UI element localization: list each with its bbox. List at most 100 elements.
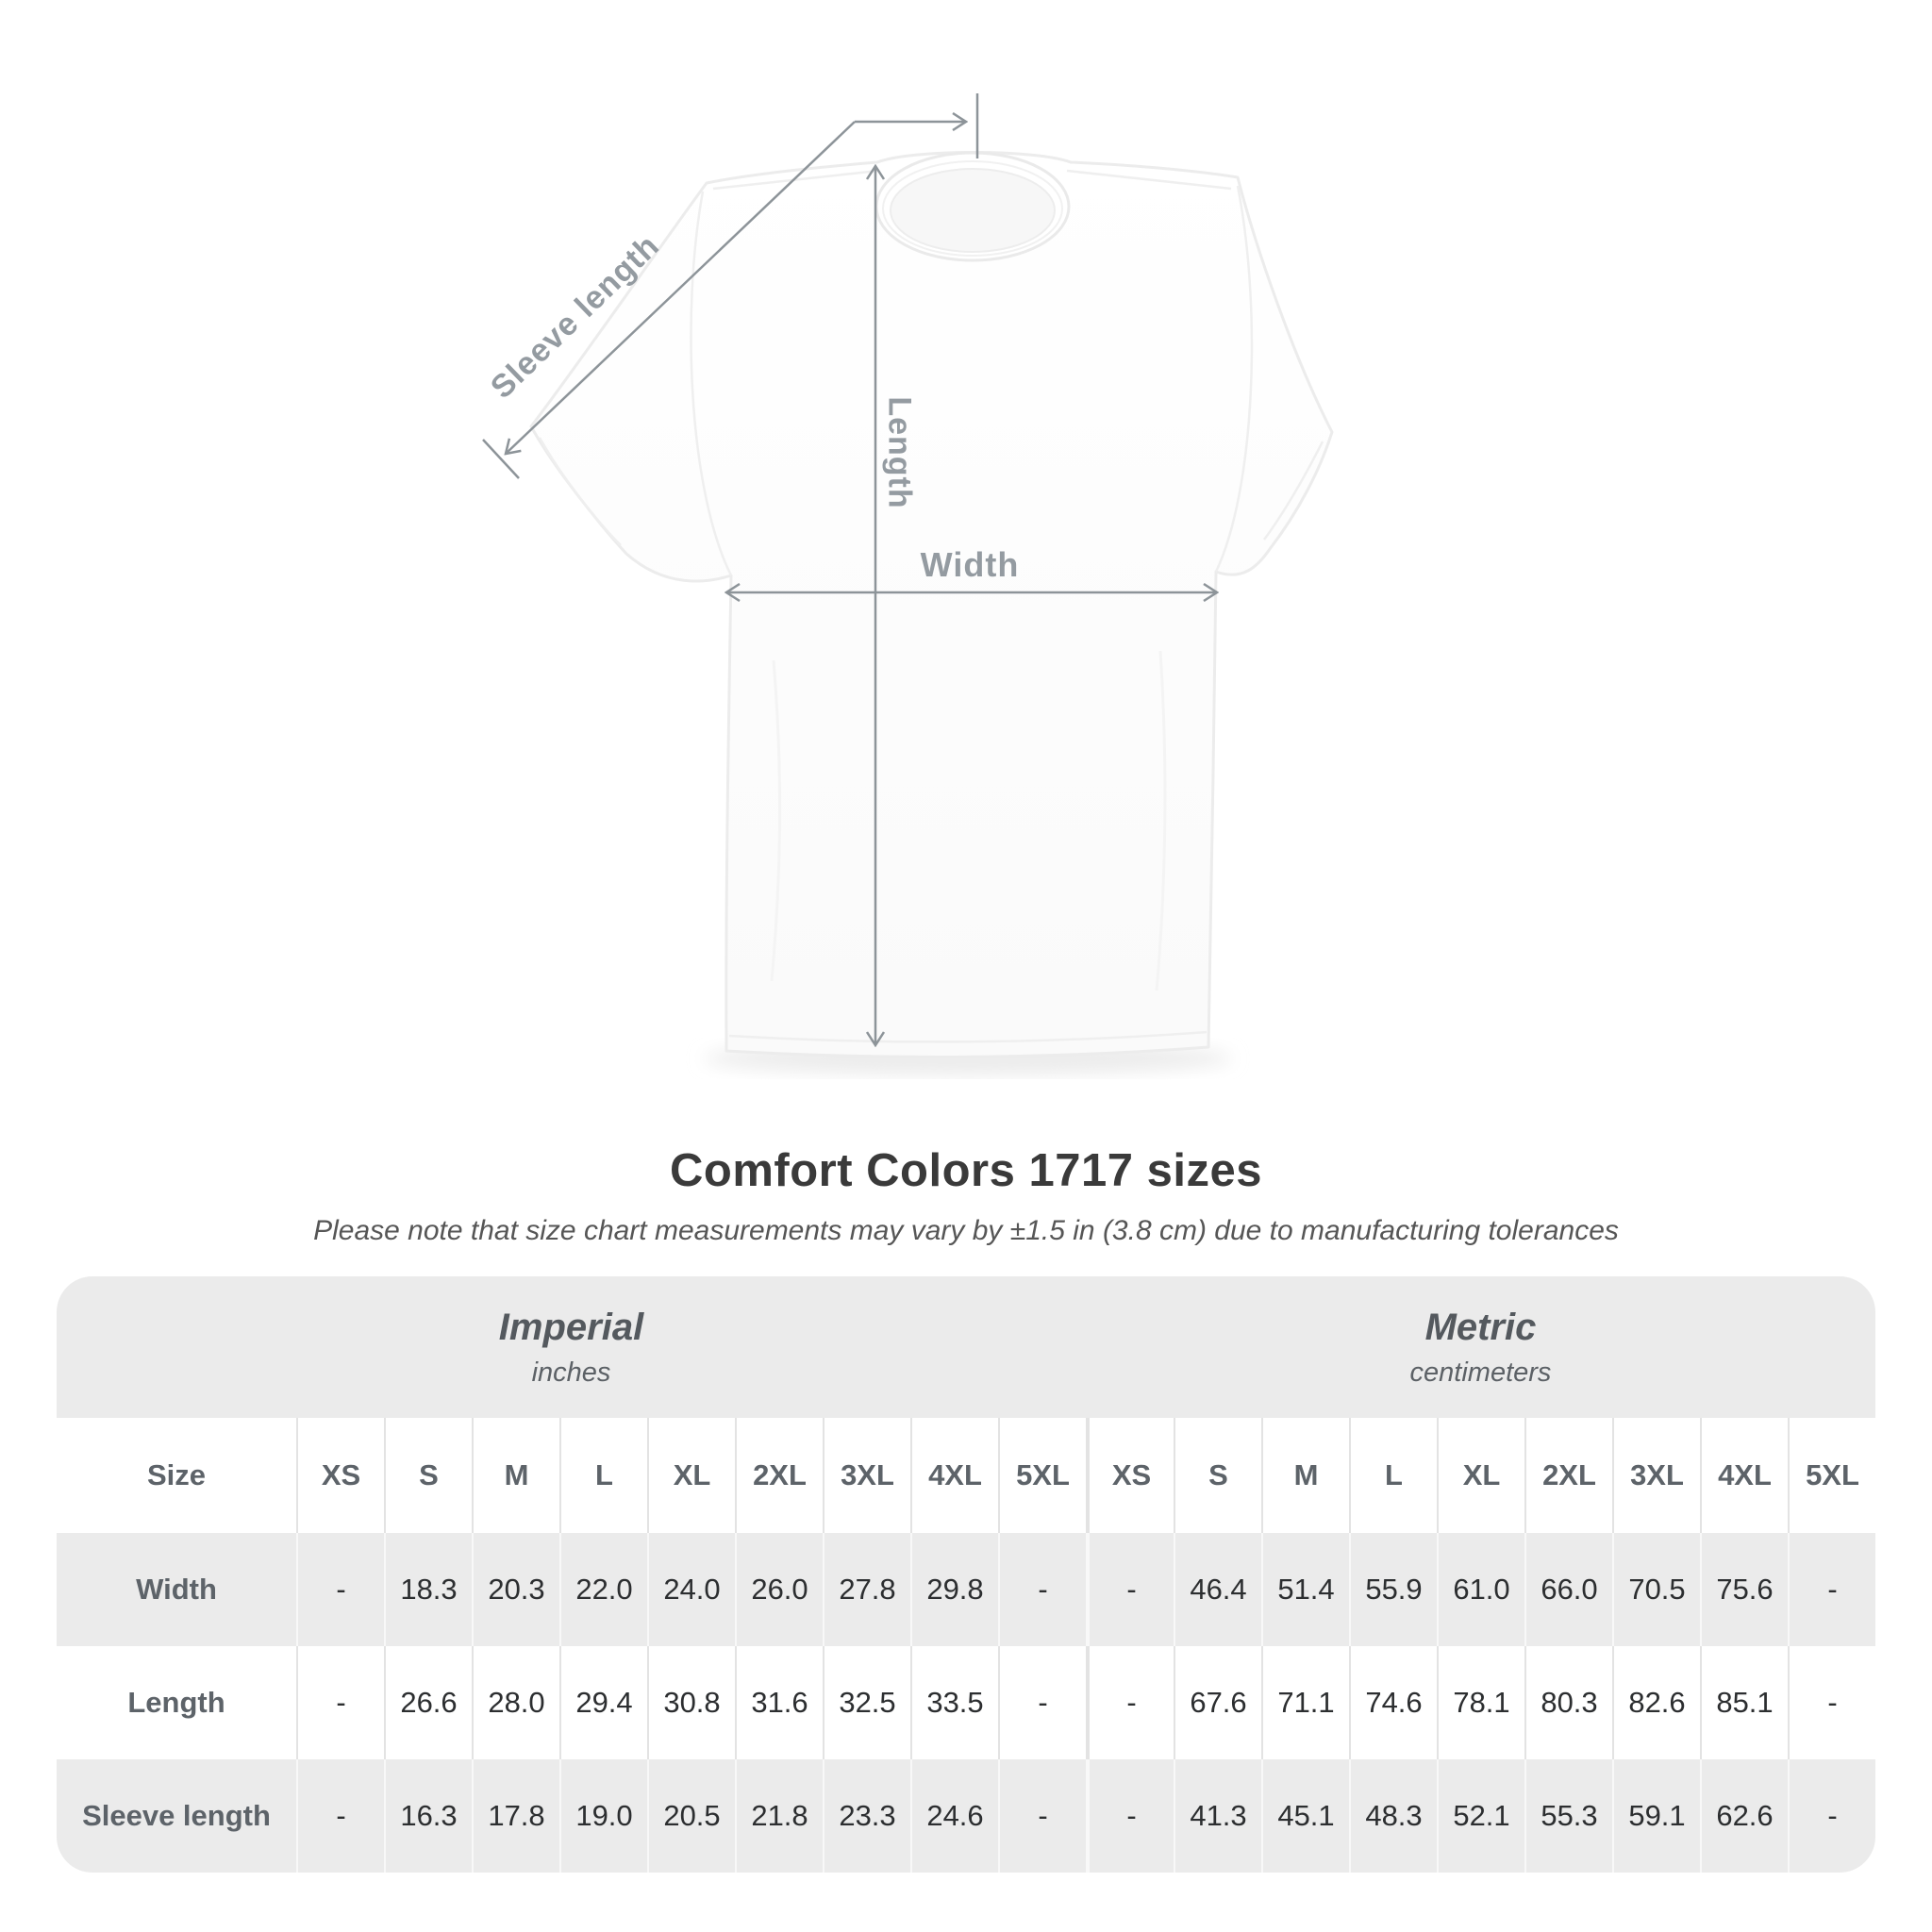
size-column-header: 5XL [1788,1418,1875,1533]
size-column-header: 3XL [823,1418,910,1533]
measurement-value-cell: - [1086,1759,1174,1873]
size-column-header: 2XL [1524,1418,1612,1533]
measurement-value-cell: 52.1 [1437,1759,1524,1873]
measurement-value-cell: 55.3 [1524,1759,1612,1873]
measurement-value-cell: 32.5 [823,1646,910,1759]
measurement-value-cell: 71.1 [1261,1646,1349,1759]
measurement-value-cell: 41.3 [1174,1759,1261,1873]
size-column-header: L [559,1418,647,1533]
unit-group-metric: Metric centimeters [1086,1276,1875,1418]
tshirt-body [529,151,1334,1058]
collar [874,151,1071,262]
measurement-value-cell: - [296,1533,384,1646]
width-label: Width [920,545,1020,584]
measurement-value-cell: 62.6 [1700,1759,1788,1873]
measurement-value-cell: 31.6 [735,1646,823,1759]
size-column-header: M [472,1418,559,1533]
size-header-cell: Size [146,1458,207,1491]
measurement-value-cell: 24.0 [647,1533,735,1646]
size-column-header: 4XL [910,1418,998,1533]
unit-group-unit: inches [531,1357,611,1388]
measurement-value-cell: 51.4 [1261,1533,1349,1646]
measurement-value-cell: 19.0 [559,1759,647,1873]
measurement-value-cell: 16.3 [384,1759,472,1873]
measurement-value-cell: 85.1 [1700,1646,1788,1759]
measurement-value-cell: - [1788,1533,1875,1646]
unit-band: Imperial inches Metric centimeters [57,1276,1875,1418]
table-header-row: Size XS S M L XL 2XL 3XL 4XL 5XL XS S M L XL 2XL 3XL 4XL… [57,1418,1875,1533]
measurement-value-cell: 28.0 [472,1646,559,1759]
measurement-value-cell: 22.0 [559,1533,647,1646]
size-column-header: 2XL [735,1418,823,1533]
dimension-end-tick [482,439,520,479]
measurement-value-cell: 46.4 [1174,1533,1261,1646]
tshirt-measurement-diagram: Sleeve length Length Width [482,93,1334,1075]
size-column-header: S [384,1418,472,1533]
measurement-value-cell: 18.3 [384,1533,472,1646]
table-row: Sleeve length -16.3 17.8 19.0 20.5 21.8 23.3 24… [57,1759,1875,1873]
measurement-value-cell: - [998,1646,1086,1759]
size-column-header: S [1174,1418,1261,1533]
measurement-value-cell: 29.8 [910,1533,998,1646]
measurement-value-cell: 82.6 [1612,1646,1700,1759]
tolerance-note: Please note that size chart measurements… [313,1215,1619,1246]
size-column-header: L [1349,1418,1437,1533]
measurement-value-cell: - [1086,1533,1174,1646]
measurement-value-cell: 67.6 [1174,1646,1261,1759]
size-column-header: 4XL [1700,1418,1788,1533]
measurement-value-cell: 48.3 [1349,1759,1437,1873]
table-row: Width -18.3 20.3 22.0 24.0 26.0 27.8 29.8- -46.4… [57,1533,1875,1646]
measurement-value-cell: 70.5 [1612,1533,1700,1646]
measurement-value-cell: 66.0 [1524,1533,1612,1646]
measurement-value-cell: 20.3 [472,1533,559,1646]
measurement-value-cell: 78.1 [1437,1646,1524,1759]
unit-group-name: Imperial [498,1306,644,1348]
measurement-value-cell: 75.6 [1700,1533,1788,1646]
measurement-value-cell: - [998,1533,1086,1646]
unit-group-imperial: Imperial inches [57,1276,1086,1418]
measurement-value-cell: 26.6 [384,1646,472,1759]
measurement-value-cell: - [296,1646,384,1759]
size-column-header: XL [1437,1418,1524,1533]
measurement-value-cell: 26.0 [735,1533,823,1646]
size-column-header: XL [647,1418,735,1533]
measurement-value-cell: 80.3 [1524,1646,1612,1759]
measurement-value-cell: 59.1 [1612,1759,1700,1873]
unit-group-unit: centimeters [1409,1357,1552,1388]
measurement-value-cell: 74.6 [1349,1646,1437,1759]
measurement-value-cell: 17.8 [472,1759,559,1873]
measurement-value-cell: - [1788,1646,1875,1759]
sleeve-length-dimension [482,93,979,479]
table-row: Length -26.6 28.0 29.4 30.8 31.6 32.5 33.5- -67.… [57,1646,1875,1759]
measurement-value-cell: - [1086,1646,1174,1759]
measurement-row-label: Width [136,1573,217,1606]
measurement-value-cell: 33.5 [910,1646,998,1759]
measurement-value-cell: 21.8 [735,1759,823,1873]
measurement-row-label: Sleeve length [82,1799,271,1832]
measurement-value-cell: 23.3 [823,1759,910,1873]
size-column-header: XS [296,1418,384,1533]
shirt-seams [538,169,1324,1043]
page-title: Comfort Colors 1717 sizes [670,1145,1262,1196]
size-chart-table: Imperial inches Metric centimeters Size … [57,1276,1875,1873]
measurement-value-cell: 30.8 [647,1646,735,1759]
measurement-value-cell: 61.0 [1437,1533,1524,1646]
length-label: Length [881,396,918,509]
measurement-value-cell: 27.8 [823,1533,910,1646]
unit-group-name: Metric [1424,1306,1537,1348]
measurement-value-cell: - [1788,1759,1875,1873]
size-column-header: 5XL [998,1418,1086,1533]
measurement-value-cell: 24.6 [910,1759,998,1873]
measurement-value-cell: - [296,1759,384,1873]
size-column-header: XS [1086,1418,1174,1533]
table-body: Width -18.3 20.3 22.0 24.0 26.0 27.8 29.8- -46.4… [57,1533,1875,1873]
measurement-value-cell: 45.1 [1261,1759,1349,1873]
tshirt-graphic [482,93,1334,1075]
size-column-header: M [1261,1418,1349,1533]
measurement-value-cell: 20.5 [647,1759,735,1873]
size-column-header: 3XL [1612,1418,1700,1533]
measurement-value-cell: 55.9 [1349,1533,1437,1646]
measurement-value-cell: - [998,1759,1086,1873]
measurement-row-label: Length [127,1686,225,1719]
measurement-value-cell: 29.4 [559,1646,647,1759]
